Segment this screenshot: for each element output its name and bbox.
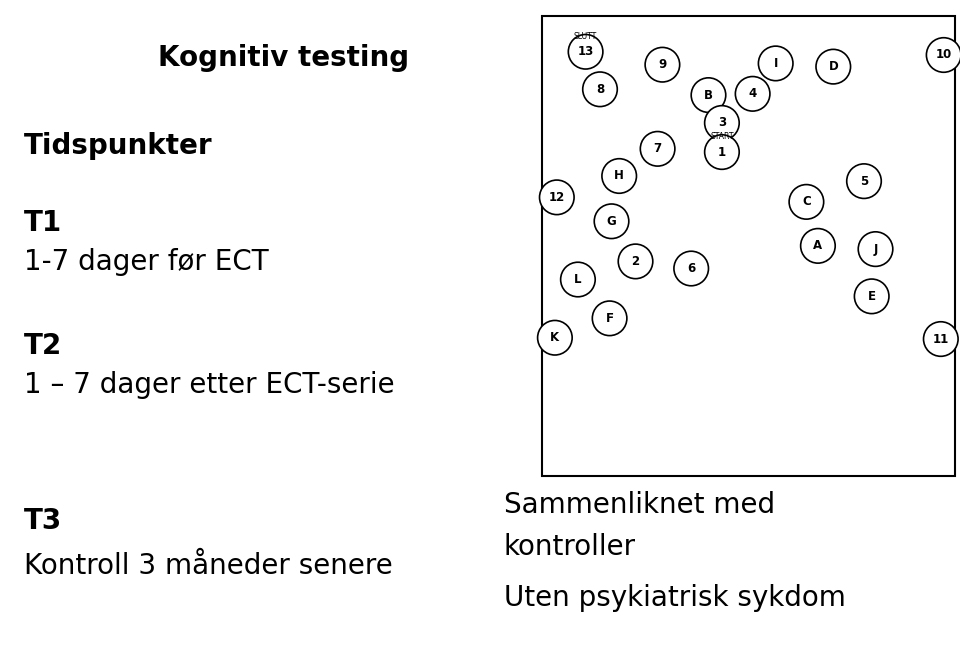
Text: B: B <box>704 89 713 102</box>
Text: F: F <box>606 312 613 325</box>
Text: 5: 5 <box>860 175 868 188</box>
Text: Tidspunkter: Tidspunkter <box>24 131 212 160</box>
Text: L: L <box>574 273 582 286</box>
Text: E: E <box>868 290 876 303</box>
Ellipse shape <box>816 49 851 84</box>
Ellipse shape <box>691 78 726 113</box>
Text: H: H <box>614 170 624 182</box>
Ellipse shape <box>645 47 680 82</box>
Ellipse shape <box>561 262 595 297</box>
Ellipse shape <box>583 72 617 107</box>
Text: 12: 12 <box>549 191 564 204</box>
Text: T3: T3 <box>24 507 62 535</box>
Text: 1: 1 <box>718 146 726 159</box>
Ellipse shape <box>594 204 629 239</box>
Text: 6: 6 <box>687 262 695 275</box>
Text: D: D <box>828 60 838 73</box>
Text: T1: T1 <box>24 209 62 237</box>
Text: 10: 10 <box>936 49 951 61</box>
Text: 8: 8 <box>596 83 604 96</box>
Ellipse shape <box>602 159 636 193</box>
Ellipse shape <box>540 180 574 215</box>
Ellipse shape <box>801 228 835 263</box>
Text: START: START <box>710 133 733 141</box>
Ellipse shape <box>789 184 824 219</box>
Ellipse shape <box>640 131 675 166</box>
Ellipse shape <box>858 232 893 267</box>
Text: 11: 11 <box>933 333 948 345</box>
Ellipse shape <box>592 301 627 336</box>
Ellipse shape <box>618 244 653 279</box>
Ellipse shape <box>705 135 739 170</box>
Text: kontroller: kontroller <box>504 532 636 561</box>
Ellipse shape <box>847 164 881 199</box>
Text: T2: T2 <box>24 332 62 360</box>
Bar <box>542 16 955 476</box>
Text: G: G <box>607 215 616 228</box>
Text: SLUTT: SLUTT <box>574 32 597 41</box>
Text: 2: 2 <box>632 255 639 268</box>
Text: Uten psykiatrisk sykdom: Uten psykiatrisk sykdom <box>504 584 846 613</box>
Text: 7: 7 <box>654 142 661 155</box>
Text: I: I <box>774 57 778 70</box>
Text: 1-7 dager før ECT: 1-7 dager før ECT <box>24 248 269 276</box>
Ellipse shape <box>538 320 572 355</box>
Text: Sammenliknet med: Sammenliknet med <box>504 490 775 519</box>
Ellipse shape <box>735 76 770 111</box>
Text: Kontroll 3 måneder senere: Kontroll 3 måneder senere <box>24 552 393 580</box>
Text: 13: 13 <box>578 45 593 58</box>
Text: 9: 9 <box>659 58 666 71</box>
Text: 1 – 7 dager etter ECT-serie: 1 – 7 dager etter ECT-serie <box>24 371 395 399</box>
Ellipse shape <box>674 251 708 286</box>
Text: J: J <box>874 243 877 256</box>
Ellipse shape <box>924 322 958 356</box>
Ellipse shape <box>758 46 793 81</box>
Text: A: A <box>813 239 823 252</box>
Ellipse shape <box>854 279 889 314</box>
Text: K: K <box>550 331 560 344</box>
Ellipse shape <box>568 34 603 69</box>
Text: 4: 4 <box>749 87 756 100</box>
Ellipse shape <box>926 38 960 72</box>
Text: C: C <box>802 195 811 208</box>
Ellipse shape <box>705 105 739 140</box>
Text: Kognitiv testing: Kognitiv testing <box>157 44 409 72</box>
Text: 3: 3 <box>718 116 726 129</box>
